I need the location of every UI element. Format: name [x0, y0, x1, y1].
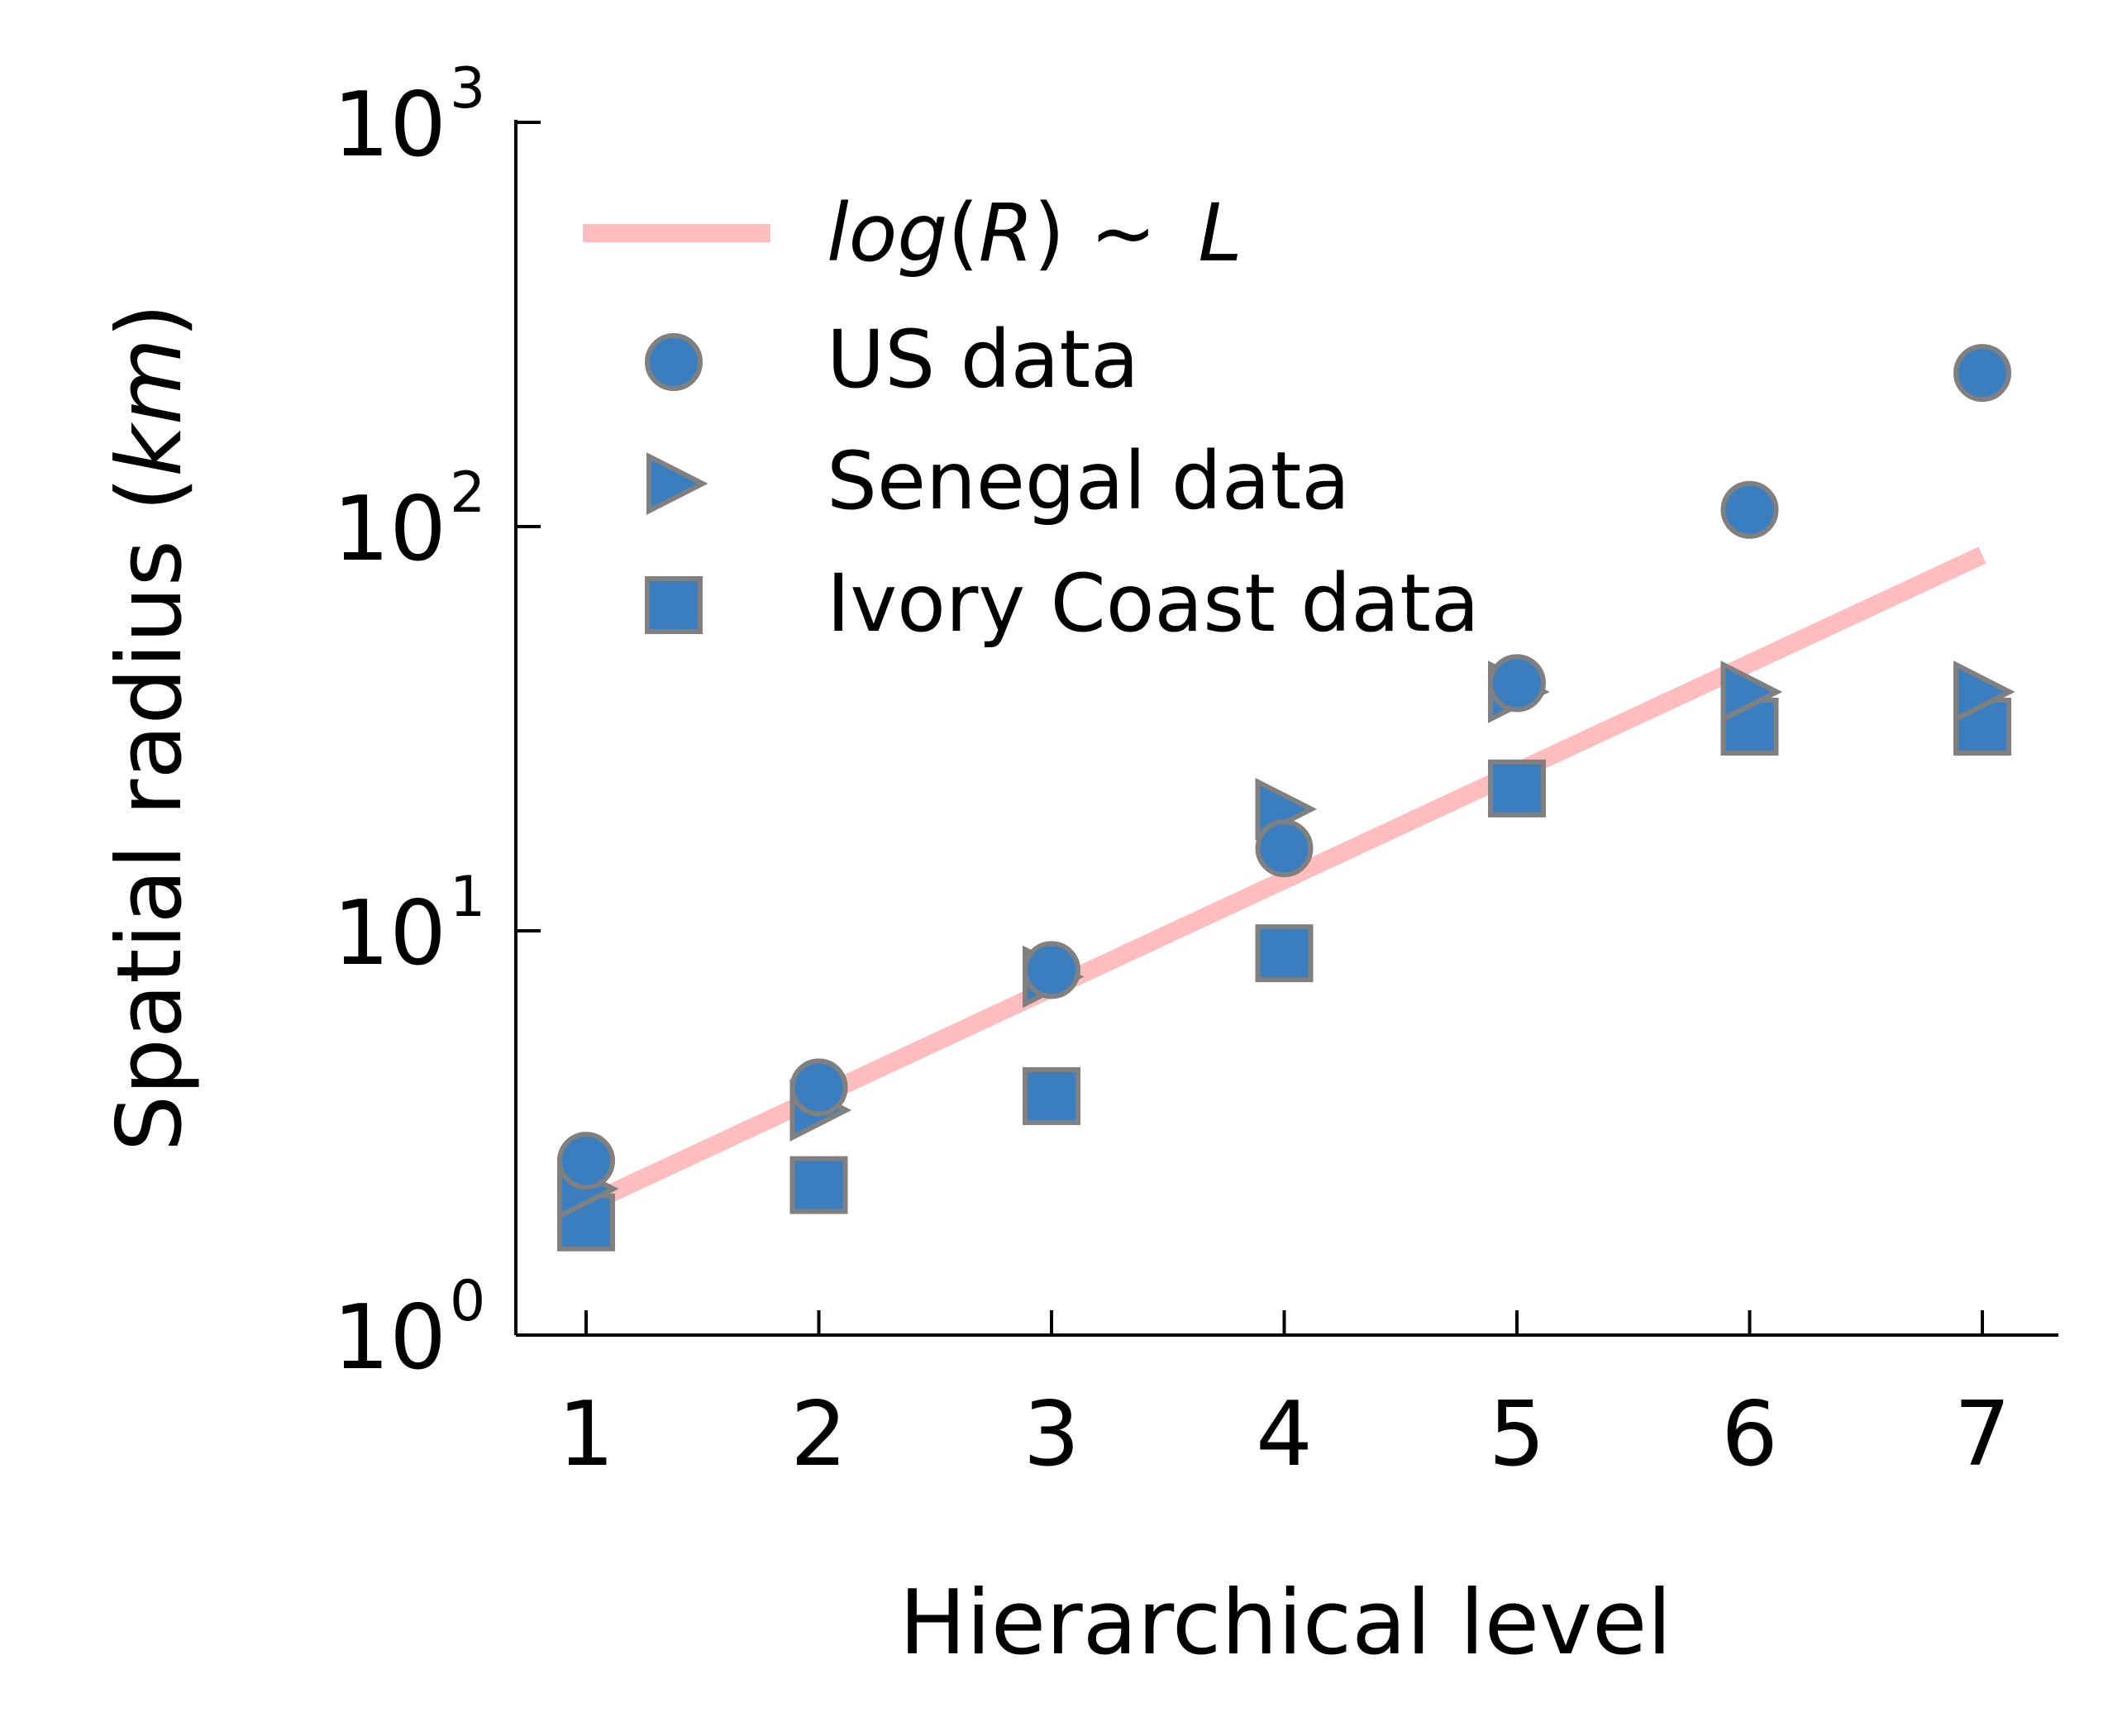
legend-ivory-marker [645, 576, 703, 634]
y-axis-label-main: Spatial radius ( [98, 477, 202, 1152]
point-circle-5 [1488, 654, 1546, 713]
y-axis-label: Spatial radius (km) [98, 303, 202, 1152]
y-axis-label-unit: km [98, 338, 202, 477]
x-tick-label-4: 5 [1489, 1383, 1546, 1486]
point-square-3 [1023, 1066, 1080, 1125]
point-circle-6 [1720, 480, 1779, 539]
x-ticks: 1 2 3 4 5 6 7 [558, 1310, 2011, 1486]
y-tick-exp-0: 0 [450, 1269, 485, 1334]
point-square-4 [1255, 924, 1314, 983]
y-tick-label-3: 10 [333, 74, 446, 177]
y-tick-label-2: 10 [333, 478, 446, 581]
y-tick-label-1: 10 [333, 882, 446, 985]
series-square [557, 697, 2011, 1252]
point-circle-4 [1255, 819, 1314, 878]
y-tick-exp-1: 1 [450, 865, 485, 930]
y-tick-exp-3: 3 [450, 56, 485, 122]
x-tick-label-5: 6 [1721, 1383, 1778, 1486]
x-tick-label-1: 2 [790, 1383, 847, 1486]
y-tick-label-0: 10 [333, 1286, 446, 1390]
y-axis-label-close: ) [98, 303, 202, 338]
point-triangle-right-7 [1953, 661, 2015, 723]
point-triangle-right-6 [1720, 661, 1783, 723]
legend: log(R) ~ L US data Senegal data Ivory Co… [583, 187, 1480, 650]
x-tick-label-6: 7 [1954, 1383, 2011, 1486]
legend-ivory-label: Ivory Coast data [827, 557, 1480, 650]
legend-us-label: US data [827, 313, 1139, 406]
point-circle-7 [1953, 344, 2011, 403]
x-axis-label: Hierarchical level [899, 1571, 1672, 1675]
point-circle-3 [1023, 941, 1080, 999]
legend-fit-label: log(R) ~ L [827, 187, 1242, 279]
axes [514, 120, 2058, 1337]
x-tick-label-3: 4 [1256, 1383, 1313, 1486]
x-tick-label-2: 3 [1023, 1383, 1080, 1486]
x-tick-label-0: 1 [558, 1383, 615, 1486]
series-circle [557, 344, 2011, 1190]
series-layer [557, 344, 2015, 1252]
legend-senegal-marker [646, 452, 708, 515]
point-square-5 [1488, 759, 1546, 818]
point-circle-2 [789, 1058, 848, 1117]
legend-senegal-label: Senegal data [827, 435, 1350, 527]
y-tick-exp-2: 2 [450, 460, 485, 526]
legend-us-marker [645, 333, 703, 391]
point-circle-1 [557, 1132, 615, 1190]
point-square-2 [789, 1156, 848, 1214]
